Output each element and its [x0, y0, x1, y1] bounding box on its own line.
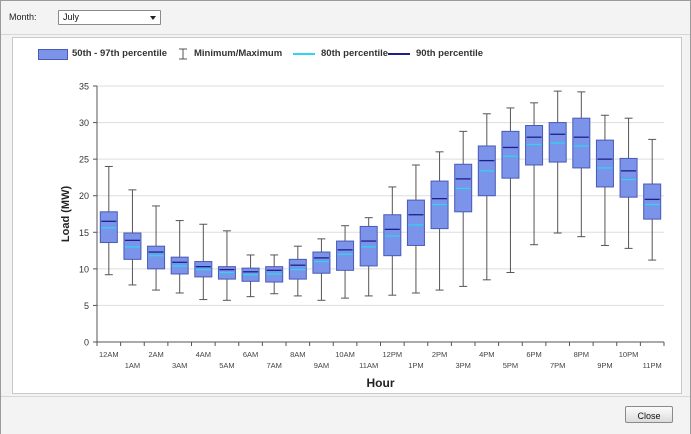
x-tick-label: 3PM	[455, 361, 470, 370]
chevron-down-icon[interactable]	[150, 16, 156, 20]
x-tick-label: 11PM	[643, 361, 662, 370]
footer: Close	[1, 396, 690, 434]
x-tick-label: 6PM	[526, 350, 541, 359]
percentile-box	[99, 211, 118, 244]
percentile-box	[383, 214, 402, 257]
x-tick-label: 2PM	[432, 350, 447, 359]
y-tick-label: 10	[79, 264, 89, 274]
percentile-box	[359, 225, 378, 267]
x-tick-label: 7PM	[550, 361, 565, 370]
month-select-value: July	[63, 12, 80, 22]
x-tick-label: 9PM	[597, 361, 612, 370]
legend-swatch-p80	[293, 53, 315, 55]
x-tick-label: 4PM	[479, 350, 494, 359]
x-tick-label: 2AM	[148, 350, 163, 359]
percentile-box	[548, 122, 567, 163]
percentile-box	[595, 139, 614, 188]
month-label: Month:	[9, 12, 37, 22]
y-tick-label: 5	[84, 301, 89, 311]
toolbar: Month: July	[1, 1, 690, 35]
y-tick-label: 0	[84, 338, 89, 348]
chart-panel: 50th - 97th percentile Minimum/Maximum 8…	[12, 37, 682, 394]
percentile-box	[619, 157, 638, 198]
legend-label: Minimum/Maximum	[194, 48, 283, 59]
x-tick-label: 1PM	[408, 361, 423, 370]
percentile-box	[572, 117, 591, 169]
y-tick-label: 25	[79, 155, 89, 165]
x-tick-label: 12AM	[99, 350, 119, 359]
x-tick-label: 8AM	[290, 350, 305, 359]
legend-label: 80th percentile	[321, 48, 389, 59]
percentile-box	[643, 183, 662, 220]
box-plot-chart: 0 5 10 15 20 25 30 35 12AM 1AM 2AM 3AM 4AM 5AM 6AM 7AM 8…	[60, 82, 665, 390]
x-tick-label: 12PM	[383, 350, 403, 359]
legend-swatch-whisker	[179, 48, 187, 60]
x-tick-label: 10PM	[619, 350, 639, 359]
x-axis-title: Hour	[367, 376, 395, 390]
x-tick-label: 3AM	[172, 361, 187, 370]
percentile-box	[336, 240, 355, 271]
x-tick-label: 11AM	[359, 361, 378, 370]
y-tick-label: 15	[79, 228, 89, 238]
x-tick-label: 4AM	[196, 350, 211, 359]
y-axis-title: Load (MW)	[60, 186, 72, 243]
x-tick-label: 9AM	[314, 361, 329, 370]
percentile-box	[501, 130, 520, 179]
legend-swatch-p90	[388, 53, 410, 55]
legend-label: 50th - 97th percentile	[72, 48, 168, 59]
percentile-box	[525, 124, 544, 166]
x-tick-label: 6AM	[243, 350, 258, 359]
x-tick-label: 8PM	[574, 350, 589, 359]
x-tick-label: 5PM	[503, 361, 518, 370]
percentile-box	[123, 232, 142, 260]
x-tick-label: 10AM	[335, 350, 355, 359]
percentile-box	[406, 199, 425, 246]
legend-label: 90th percentile	[416, 48, 484, 59]
close-button[interactable]: Close	[625, 406, 673, 423]
y-tick-label: 30	[79, 118, 89, 128]
percentile-box	[147, 245, 166, 270]
y-tick-label: 35	[79, 82, 89, 92]
percentile-box	[312, 251, 331, 274]
legend-swatch-box	[38, 49, 68, 60]
x-tick-label: 7AM	[266, 361, 281, 370]
month-select[interactable]: July	[58, 10, 161, 25]
x-tick-label: 1AM	[125, 361, 140, 370]
y-tick-label: 20	[79, 191, 89, 201]
x-tick-label: 5AM	[219, 361, 234, 370]
